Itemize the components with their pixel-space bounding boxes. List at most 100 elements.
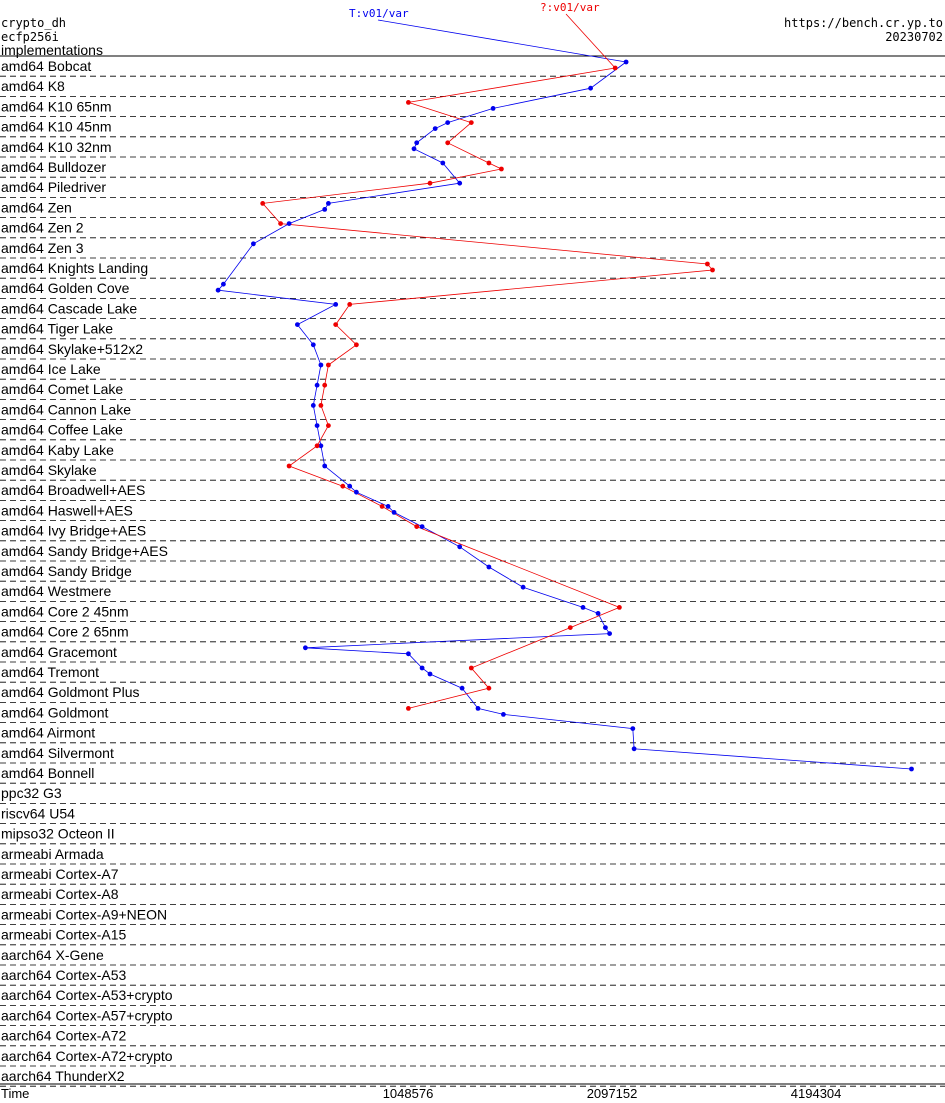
series-label-q: ?:v01/var xyxy=(540,1,600,14)
category-label: amd64 Ivy Bridge+AES xyxy=(1,523,146,539)
category-label: armeabi Cortex-A9+NEON xyxy=(1,906,167,922)
series-point xyxy=(595,611,601,616)
header-date: 20230702 xyxy=(885,30,943,44)
category-label: amd64 Broadwell+AES xyxy=(1,482,145,498)
category-label: aarch64 Cortex-A53 xyxy=(1,967,127,983)
series-point xyxy=(486,160,492,166)
series-point xyxy=(251,241,256,247)
series-point xyxy=(490,106,496,111)
series-point xyxy=(567,625,573,630)
series-point xyxy=(445,120,451,125)
series-point xyxy=(318,362,324,368)
series-point xyxy=(286,221,292,227)
category-label: aarch64 Cortex-A72 xyxy=(1,1028,127,1044)
series-point xyxy=(310,403,316,408)
category-label: amd64 Piledriver xyxy=(1,179,106,195)
series-point xyxy=(419,665,425,671)
category-label: armeabi Armada xyxy=(1,846,104,862)
series-point xyxy=(630,726,636,731)
category-label: amd64 Bobcat xyxy=(1,58,91,74)
series-point xyxy=(501,712,506,717)
series-point xyxy=(286,463,292,469)
series-label-connector xyxy=(565,13,616,69)
category-label: amd64 Zen 2 xyxy=(1,220,84,236)
series-point xyxy=(406,100,411,105)
series-point xyxy=(445,140,451,146)
series-point xyxy=(347,483,353,489)
series-point xyxy=(340,483,346,489)
series-point xyxy=(414,524,420,529)
category-label: amd64 Bulldozer xyxy=(1,159,106,175)
category-label: amd64 Westmere xyxy=(1,583,111,599)
category-label: amd64 Skylake xyxy=(1,462,97,478)
category-label: armeabi Cortex-A7 xyxy=(1,866,119,882)
series-point xyxy=(314,382,320,388)
series-point xyxy=(617,605,622,610)
series-line xyxy=(217,61,912,770)
header-site: https://bench.cr.yp.to xyxy=(784,16,943,30)
category-label: amd64 Tremont xyxy=(1,664,99,680)
category-label: riscv64 U54 xyxy=(1,805,75,821)
category-label: amd64 Airmont xyxy=(1,725,95,741)
series-point xyxy=(486,564,492,570)
series-point xyxy=(318,403,324,408)
series-point xyxy=(705,261,710,267)
series-point xyxy=(612,65,618,71)
category-label: amd64 Tiger Lake xyxy=(1,321,113,337)
category-label: amd64 Core 2 45nm xyxy=(1,603,129,619)
series-point xyxy=(322,207,328,212)
category-label: amd64 Zen 3 xyxy=(1,240,84,256)
series-point xyxy=(310,342,316,348)
series-point xyxy=(354,342,359,348)
x-ticks: 1048576 2097152 4194304 xyxy=(383,1086,842,1101)
x-tick-label: 4194304 xyxy=(791,1086,842,1101)
header-primitive: crypto_dh xyxy=(1,16,66,30)
category-label: amd64 Zen xyxy=(1,199,72,215)
series-point xyxy=(333,302,339,307)
category-label: amd64 Knights Landing xyxy=(1,260,148,276)
header-implementations: implementations xyxy=(1,42,103,58)
series-point xyxy=(318,443,324,449)
series-point xyxy=(459,685,465,691)
series-point xyxy=(580,605,586,610)
x-tick-label: 1048576 xyxy=(383,1086,434,1101)
series-point xyxy=(432,126,438,131)
series-point xyxy=(603,625,608,630)
series-point xyxy=(457,544,463,550)
series-point xyxy=(499,166,504,172)
series-point xyxy=(379,504,385,509)
series-lines xyxy=(217,13,912,770)
category-label: ppc32 G3 xyxy=(1,785,62,801)
category-label: aarch64 ThunderX2 xyxy=(1,1068,125,1084)
series-point xyxy=(588,85,593,91)
category-label: amd64 K8 xyxy=(1,78,65,94)
category-label: amd64 Comet Lake xyxy=(1,381,123,397)
series-point xyxy=(440,160,446,166)
category-label: amd64 Coffee Lake xyxy=(1,422,123,438)
category-label: amd64 Golden Cove xyxy=(1,280,130,296)
category-label: armeabi Cortex-A15 xyxy=(1,927,126,943)
series-point xyxy=(260,201,266,206)
category-rows: amd64 Bobcat amd64 K8 amd64 K10 65nm amd64 … xyxy=(0,58,945,1087)
series-point xyxy=(322,463,328,469)
category-label: armeabi Cortex-A8 xyxy=(1,886,119,902)
series-point xyxy=(468,120,474,125)
series-point xyxy=(427,180,433,186)
header-operation: ecfp256i xyxy=(1,30,59,44)
category-label: amd64 Haswell+AES xyxy=(1,502,133,518)
category-label: amd64 Ice Lake xyxy=(1,361,101,377)
series-point xyxy=(411,146,417,152)
series-point xyxy=(520,584,526,590)
series-point xyxy=(385,504,391,509)
series-point xyxy=(427,671,433,677)
category-label: amd64 Sandy Bridge xyxy=(1,563,132,579)
category-label: amd64 Cannon Lake xyxy=(1,401,131,417)
series-point xyxy=(322,382,328,388)
series-label-connector xyxy=(377,19,627,63)
category-label: amd64 K10 65nm xyxy=(1,98,112,114)
x-axis-label: Time xyxy=(1,1086,29,1101)
series-point xyxy=(333,322,339,327)
series-point xyxy=(710,267,715,273)
category-label: aarch64 Cortex-A53+crypto xyxy=(1,987,173,1003)
